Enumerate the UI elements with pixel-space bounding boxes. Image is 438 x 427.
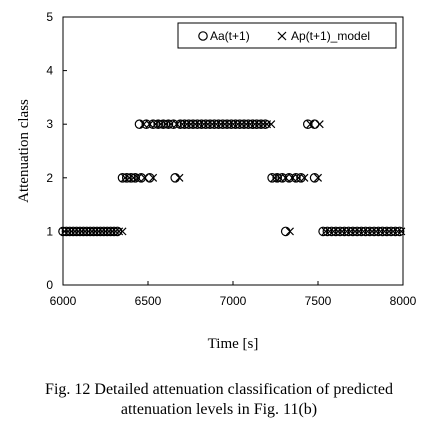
legend-box	[177, 22, 397, 49]
y-tick-label: 3	[46, 117, 53, 131]
point-aa	[158, 119, 169, 129]
legend-label-aa: Aa(t+1)	[210, 29, 250, 43]
point-ap-model	[84, 227, 93, 236]
point-ap-model	[288, 173, 297, 182]
caption-line-2: attenuation levels in Fig. 11(b)	[120, 401, 318, 418]
point-ap-model	[74, 227, 83, 236]
x-axis-title: Time [s]	[208, 336, 259, 352]
point-ap-model	[98, 227, 107, 236]
point-ap-model	[397, 227, 406, 236]
point-ap-model	[139, 120, 148, 129]
point-ap-model	[285, 227, 294, 236]
point-aa	[126, 173, 136, 183]
plot-area	[62, 16, 404, 286]
point-ap-model	[294, 173, 303, 182]
point-aa	[88, 226, 99, 237]
y-tick-label: 5	[46, 10, 53, 24]
point-ap-model	[166, 120, 175, 129]
point-aa	[95, 226, 106, 237]
point-ap-model	[267, 120, 276, 129]
point-ap-model	[64, 227, 73, 236]
point-aa	[61, 226, 72, 237]
legend: Aa(t+1) Ap(t+1)_model	[177, 22, 397, 49]
point-aa	[68, 226, 78, 237]
point-aa	[58, 226, 68, 237]
point-ap-model	[306, 120, 315, 129]
point-ap-model	[275, 173, 284, 182]
x-axis-ticks: 6000 6500 7000 7500 8000	[50, 281, 417, 308]
point-ap-model	[259, 120, 268, 129]
figure-caption: Fig. 12 Detailed attenuation classificat…	[0, 380, 438, 420]
x-tick-label: 6000	[50, 294, 77, 308]
point-aa	[390, 226, 401, 237]
point-ap-model	[104, 227, 113, 236]
caption-line-1: Fig. 12 Detailed attenuation classificat…	[45, 381, 393, 398]
legend-label-ap: Ap(t+1)_model	[291, 29, 370, 43]
point-ap-model	[321, 227, 330, 236]
point-ap-model	[87, 227, 96, 236]
point-ap-model	[81, 227, 90, 236]
point-ap-model	[94, 227, 103, 236]
y-tick-label: 1	[46, 224, 53, 238]
point-aa	[130, 173, 141, 183]
point-aa	[260, 119, 271, 129]
x-tick-label: 8000	[390, 294, 417, 308]
y-axis-ticks: 0 1 2 3 4 5	[46, 10, 67, 292]
point-ap-model	[175, 173, 184, 182]
point-aa	[302, 119, 313, 129]
point-ap-model	[149, 173, 158, 182]
point-ap-model	[91, 227, 100, 236]
attenuation-chart: 0 1 2 3 4 5 6000 6500 7000 7500 8000 Attenuation …	[16, 10, 417, 352]
point-aa	[109, 226, 119, 237]
point-aa	[65, 226, 75, 237]
point-aa	[256, 119, 266, 129]
point-aa	[153, 119, 163, 129]
point-aa	[394, 226, 405, 237]
point-aa	[78, 226, 89, 237]
y-tick-label: 2	[46, 171, 53, 185]
point-aa	[102, 226, 112, 237]
y-axis-title: Attenuation class	[16, 99, 32, 203]
point-ap-model	[60, 227, 69, 236]
point-aa	[272, 173, 282, 183]
point-aa	[105, 226, 116, 237]
point-aa	[71, 226, 82, 237]
point-aa	[92, 226, 102, 237]
point-ap-model	[140, 173, 149, 182]
y-tick-label: 4	[46, 64, 53, 78]
x-tick-label: 6500	[135, 294, 162, 308]
point-ap-model	[70, 227, 79, 236]
point-ap-model	[300, 173, 309, 182]
point-aa	[82, 226, 92, 237]
x-tick-label: 7000	[220, 294, 247, 308]
point-ap-model	[281, 173, 290, 182]
point-ap-model	[133, 173, 142, 182]
point-ap-model	[67, 227, 76, 236]
y-tick-label: 0	[46, 278, 53, 292]
point-aa	[99, 226, 109, 237]
point-ap-model	[115, 227, 124, 236]
point-ap-model	[145, 120, 154, 129]
point-aa	[112, 226, 123, 237]
point-ap-model	[77, 227, 86, 236]
point-ap-model	[108, 227, 117, 236]
point-aa	[163, 119, 174, 129]
data-points	[58, 119, 406, 237]
point-ap-model	[393, 227, 402, 236]
point-aa	[85, 226, 95, 237]
legend-circle-marker	[198, 31, 208, 41]
point-aa	[75, 226, 85, 237]
point-ap-model	[313, 173, 323, 182]
point-ap-model	[315, 120, 324, 129]
legend-x-marker	[277, 31, 287, 41]
x-tick-label: 7500	[305, 294, 332, 308]
point-ap-model	[111, 227, 120, 236]
point-aa	[267, 173, 277, 183]
point-ap-model	[101, 227, 110, 236]
point-ap-model	[118, 227, 127, 236]
